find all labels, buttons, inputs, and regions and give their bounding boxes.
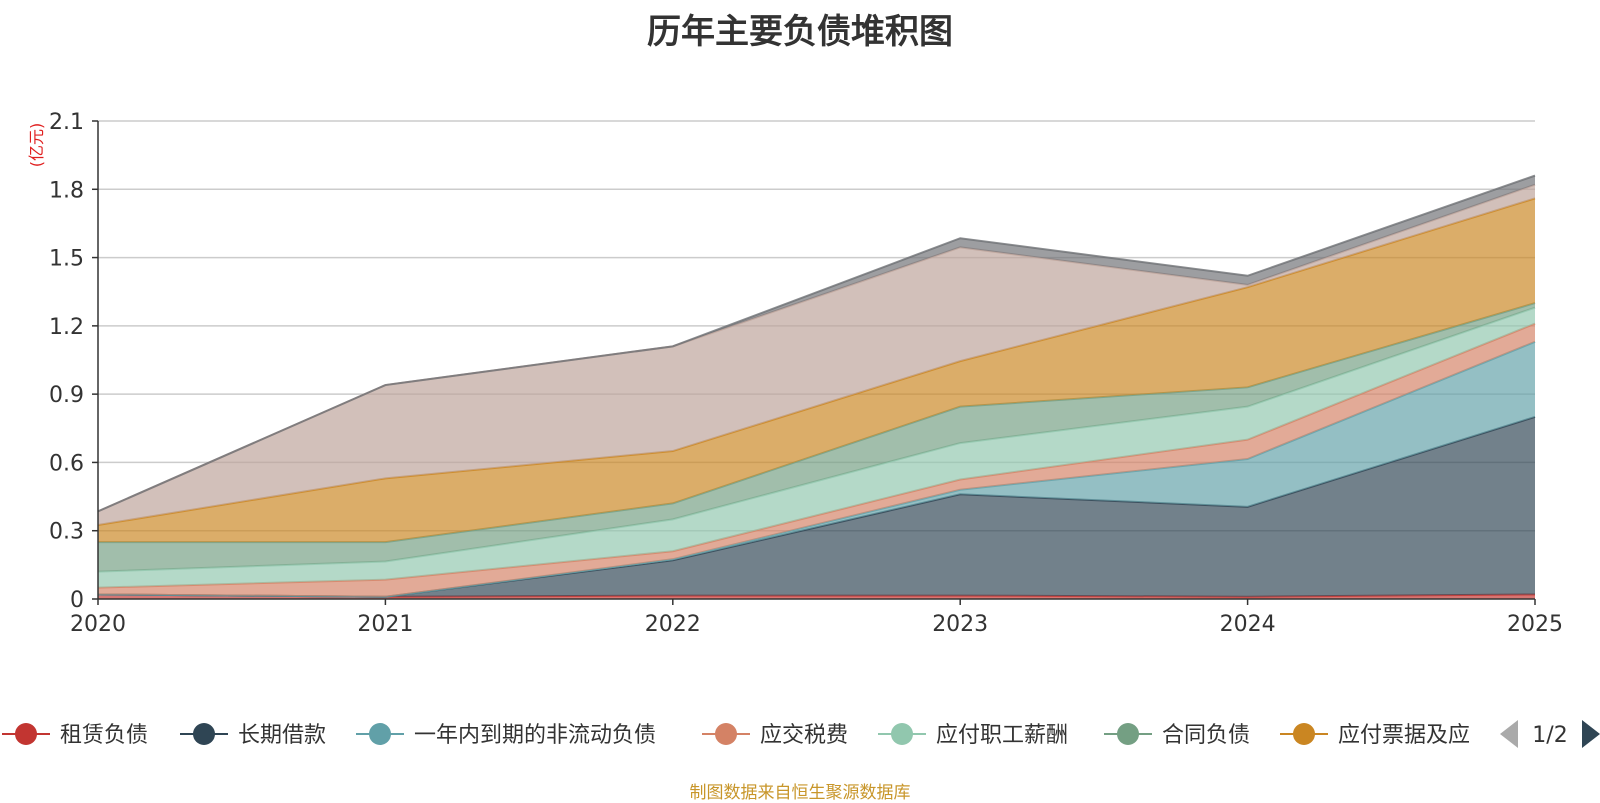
- legend-label: 租赁负债: [60, 723, 148, 748]
- legend-item[interactable]: 应付职工薪酬: [878, 723, 1068, 748]
- legend-item[interactable]: 一年内到期的非流动负债: [356, 723, 656, 748]
- area-series: [97, 174, 1536, 599]
- chart-title: 历年主要负债堆积图: [647, 12, 953, 52]
- prev-page-icon[interactable]: [1500, 720, 1518, 748]
- legend: 租赁负债 长期借款 一年内到期的非流动负债 应交税费 应付职工薪酬 合同负债 应付票据及应 1…: [2, 720, 1600, 748]
- legend-marker: [715, 723, 737, 745]
- y-tick-label: 0.3: [49, 520, 84, 545]
- legend-marker: [1117, 723, 1139, 745]
- area-其他应付款: [98, 184, 1535, 526]
- y-tick-label: 0: [70, 588, 84, 613]
- legend-item[interactable]: 应交税费: [702, 723, 848, 748]
- x-tick-label: 2022: [645, 612, 701, 637]
- line-短期借款: [97, 174, 1536, 513]
- x-tick-label: 2023: [932, 612, 988, 637]
- x-tick-label: 2025: [1507, 612, 1563, 637]
- y-tick-label: 1.8: [49, 178, 84, 203]
- area-租赁负债: [98, 594, 1535, 599]
- x-tick-label: 2020: [70, 612, 126, 637]
- legend-label: 一年内到期的非流动负债: [414, 723, 656, 748]
- axes: 0 0.3 0.6 0.9 1.2 1.5 1.8 2.1 2020 2021 2022 2023 20…: [27, 110, 1563, 637]
- legend-marker: [193, 723, 215, 745]
- y-unit-label: (亿元): [27, 123, 46, 168]
- legend-page-indicator: 1/2: [1532, 723, 1567, 748]
- y-tick-label: 0.6: [49, 451, 84, 476]
- y-tick-label: 2.1: [49, 110, 84, 135]
- legend-label: 合同负债: [1162, 723, 1250, 748]
- legend-label: 应付职工薪酬: [936, 723, 1068, 748]
- legend-item[interactable]: 合同负债: [1104, 723, 1250, 748]
- area-应付票据及应付账款: [98, 198, 1535, 543]
- legend-item[interactable]: 租赁负债: [2, 723, 148, 748]
- legend-label: 长期借款: [238, 723, 326, 748]
- y-tick-label: 0.9: [49, 383, 84, 408]
- legend-item[interactable]: 长期借款: [180, 723, 326, 748]
- next-page-icon[interactable]: [1582, 720, 1600, 748]
- legend-marker: [891, 723, 913, 745]
- line-应付票据及应付账款: [97, 197, 1536, 527]
- y-tick-label: 1.5: [49, 247, 84, 272]
- legend-marker: [15, 723, 37, 745]
- y-tick-label: 1.2: [49, 315, 84, 340]
- source-note: 制图数据来自恒生聚源数据库: [689, 783, 911, 803]
- legend-marker: [369, 723, 391, 745]
- area-一年内到期的非流动负债: [98, 341, 1535, 597]
- area-长期借款: [98, 416, 1535, 597]
- legend-label: 应付票据及应: [1338, 723, 1470, 748]
- legend-item[interactable]: 应付票据及应: [1280, 723, 1470, 748]
- legend-pager: 1/2: [1500, 720, 1600, 748]
- legend-marker: [1293, 723, 1315, 745]
- legend-label: 应交税费: [760, 723, 848, 748]
- area-合同负债: [98, 303, 1535, 572]
- x-tick-label: 2024: [1220, 612, 1276, 637]
- x-tick-label: 2021: [357, 612, 413, 637]
